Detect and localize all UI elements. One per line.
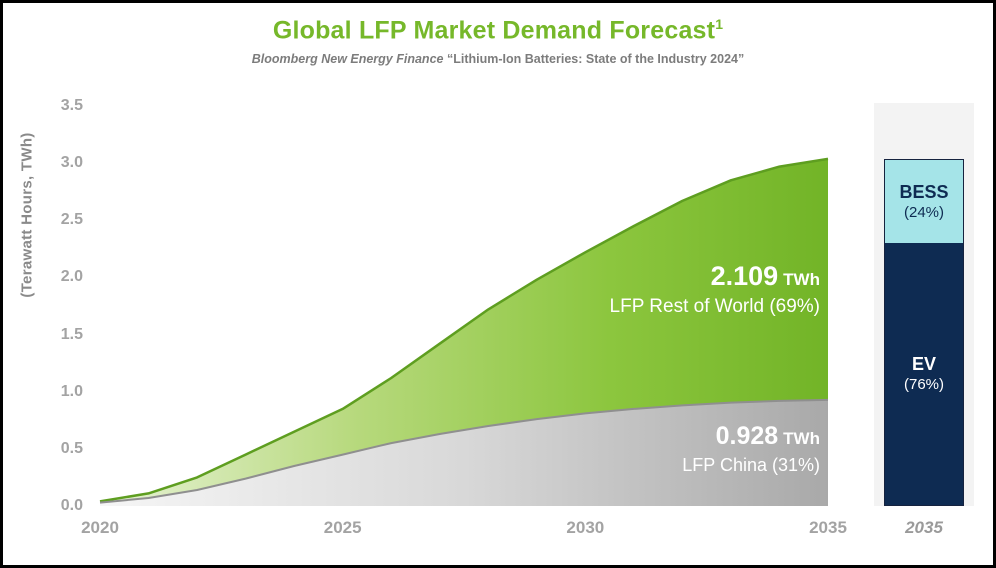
bar-segment-ev-percent: (76%) bbox=[903, 376, 944, 394]
subtitle-report-title: “Lithium-Ion Batteries: State of the Ind… bbox=[446, 52, 745, 66]
plot-area bbox=[99, 157, 829, 506]
annotation-china-label: LFP China (31%) bbox=[682, 455, 820, 475]
x-axis-tick-label: 2030 bbox=[566, 518, 605, 537]
x-axis-tick-label: 2025 bbox=[323, 518, 362, 537]
forecast-2035-stacked-bar: BESS (24%) EV (76%) bbox=[884, 158, 964, 506]
x-axis-tick-label: 2035 bbox=[809, 518, 847, 537]
annotation-china: 0.928 TWh LFP China (31%) bbox=[682, 422, 820, 476]
y-axis-tick-label: 2.5 bbox=[60, 211, 83, 229]
y-axis-tick-label: 0.5 bbox=[60, 439, 83, 457]
area-series-china bbox=[100, 399, 828, 506]
x-axis-tick-label: 2020 bbox=[81, 518, 119, 537]
annotation-rest-unit: TWh bbox=[783, 270, 820, 289]
forecast-2035-x-label: 2035 bbox=[905, 518, 943, 537]
y-axis-tick-labels: 0.0 0.5 1.0 1.5 2.0 2.5 3.0 3.5 bbox=[43, 97, 83, 514]
annotation-rest-value-line: 2.109 TWh bbox=[610, 261, 820, 292]
annotation-rest-label: LFP Rest of World (69%) bbox=[609, 296, 820, 317]
annotation-china-value: 0.928 bbox=[715, 422, 779, 450]
subtitle-source: Bloomberg New Energy Finance bbox=[251, 52, 444, 66]
annotation-china-unit: TWh bbox=[783, 429, 820, 448]
chart-subtitle: Bloomberg New Energy Finance “Lithium-Io… bbox=[3, 52, 993, 66]
bar-segment-bess: BESS (24%) bbox=[885, 159, 963, 243]
y-axis-tick-label: 0.0 bbox=[60, 497, 83, 514]
bar-segment-ev: EV (76%) bbox=[885, 242, 963, 505]
area-edge-china bbox=[99, 398, 829, 504]
y-axis-tick-label: 1.5 bbox=[60, 325, 83, 343]
y-axis-tick-label: 3.5 bbox=[60, 97, 83, 114]
annotation-rest-of-world: 2.109 TWh LFP Rest of World (69%) bbox=[610, 261, 820, 318]
chart-title: Global LFP Market Demand Forecast1 bbox=[3, 16, 993, 45]
y-axis-tick-label: 1.0 bbox=[60, 382, 83, 400]
x-axis-tick-labels: 2020 2025 2030 2035 bbox=[81, 517, 847, 539]
bar-segment-bess-label: BESS bbox=[899, 181, 949, 202]
y-axis-tick-label: 3.0 bbox=[60, 154, 83, 172]
y-axis-tick-label: 2.0 bbox=[60, 268, 83, 286]
y-axis-title: (Terawatt Hours, TWh) bbox=[18, 132, 36, 298]
bar-segment-bess-percent: (24%) bbox=[903, 203, 944, 221]
chart-title-footnote-marker: 1 bbox=[715, 16, 724, 32]
chart-title-text: Global LFP Market Demand Forecast bbox=[272, 16, 716, 45]
bar-segment-ev-label: EV bbox=[911, 354, 936, 375]
annotation-rest-value: 2.109 bbox=[710, 261, 779, 291]
annotation-china-value-line: 0.928 TWh bbox=[682, 422, 820, 451]
area-edge-rest-of-world bbox=[99, 157, 829, 503]
